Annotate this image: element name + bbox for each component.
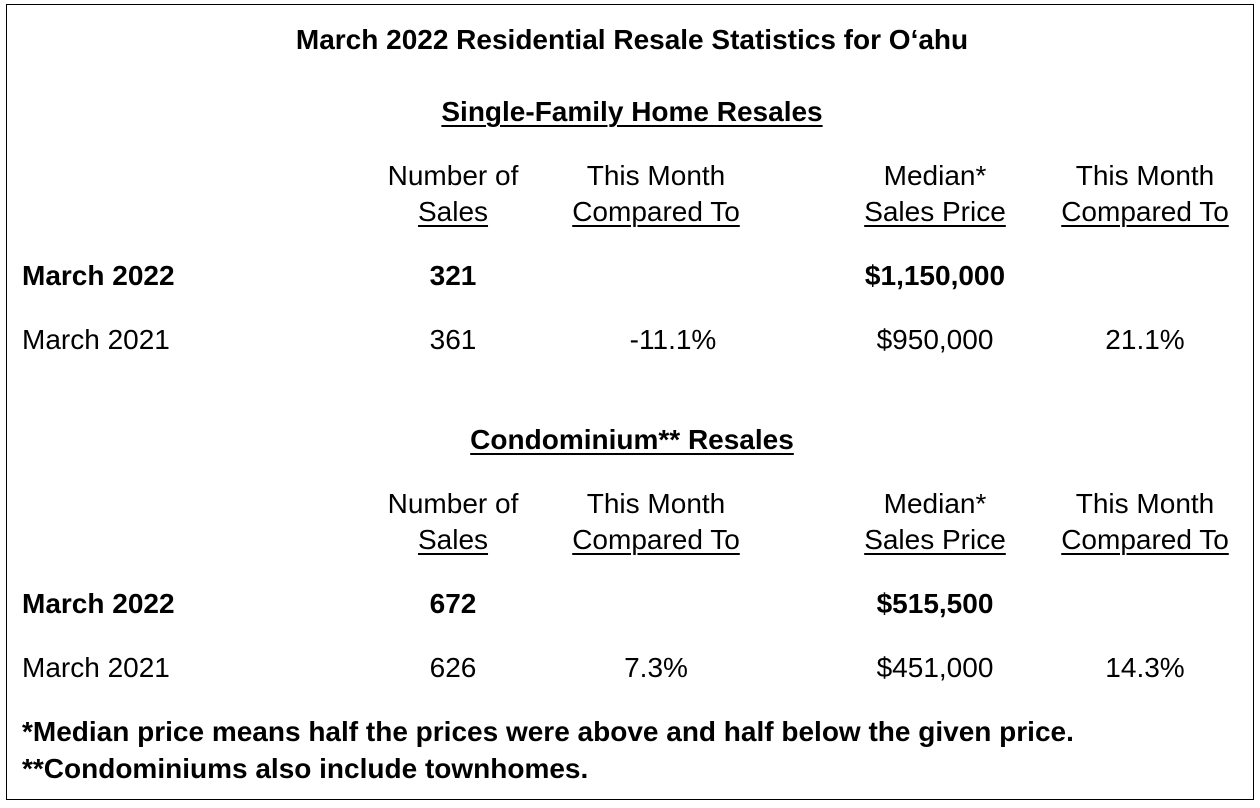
header-median-line1: Median* xyxy=(883,160,987,191)
header-median-line2: Sales Price xyxy=(864,196,1006,227)
header-price-compared-line1: This Month xyxy=(1075,160,1215,191)
header-number-of-sales-line1: Number of xyxy=(387,488,519,519)
header-median-line1: Median* xyxy=(883,488,987,519)
price-change: 14.3% xyxy=(1105,652,1185,683)
header-price-compared-line2: Compared To xyxy=(1061,524,1229,555)
row-label: March 2021 xyxy=(22,652,170,683)
median-price: $950,000 xyxy=(876,324,994,355)
header-number-of-sales-line2: Sales xyxy=(417,196,489,227)
median-price: $515,500 xyxy=(876,588,994,619)
row-label: March 2022 xyxy=(22,588,175,619)
page-title: March 2022 Residential Resale Statistics… xyxy=(295,24,969,55)
sales-change: -11.1% xyxy=(629,324,717,355)
sales-count: 321 xyxy=(429,260,477,291)
header-median-line2: Sales Price xyxy=(864,524,1006,555)
row-label: March 2022 xyxy=(22,260,175,291)
header-price-compared-line1: This Month xyxy=(1075,488,1215,519)
row-label: March 2021 xyxy=(22,324,170,355)
median-price: $451,000 xyxy=(876,652,994,683)
header-sales-compared-line2: Compared To xyxy=(572,196,740,227)
price-change: 21.1% xyxy=(1105,324,1185,355)
header-sales-compared-line1: This Month xyxy=(586,488,726,519)
sales-change: 7.3% xyxy=(624,652,688,683)
condo-heading: Condominium** Resales xyxy=(470,424,794,455)
footnote-condo: **Condominiums also include townhomes. xyxy=(22,753,589,784)
header-price-compared-line2: Compared To xyxy=(1061,196,1229,227)
header-number-of-sales-line1: Number of xyxy=(387,160,519,191)
sales-count: 672 xyxy=(429,588,477,619)
header-sales-compared-line2: Compared To xyxy=(572,524,740,555)
footnote-median: *Median price means half the prices were… xyxy=(22,716,1074,747)
stats-frame xyxy=(6,4,1254,800)
header-number-of-sales-line2: Sales xyxy=(417,524,489,555)
sales-count: 626 xyxy=(429,652,477,683)
sales-count: 361 xyxy=(429,324,477,355)
single-family-heading: Single-Family Home Resales xyxy=(441,96,823,127)
median-price: $1,150,000 xyxy=(864,260,1006,291)
header-sales-compared-line1: This Month xyxy=(586,160,726,191)
